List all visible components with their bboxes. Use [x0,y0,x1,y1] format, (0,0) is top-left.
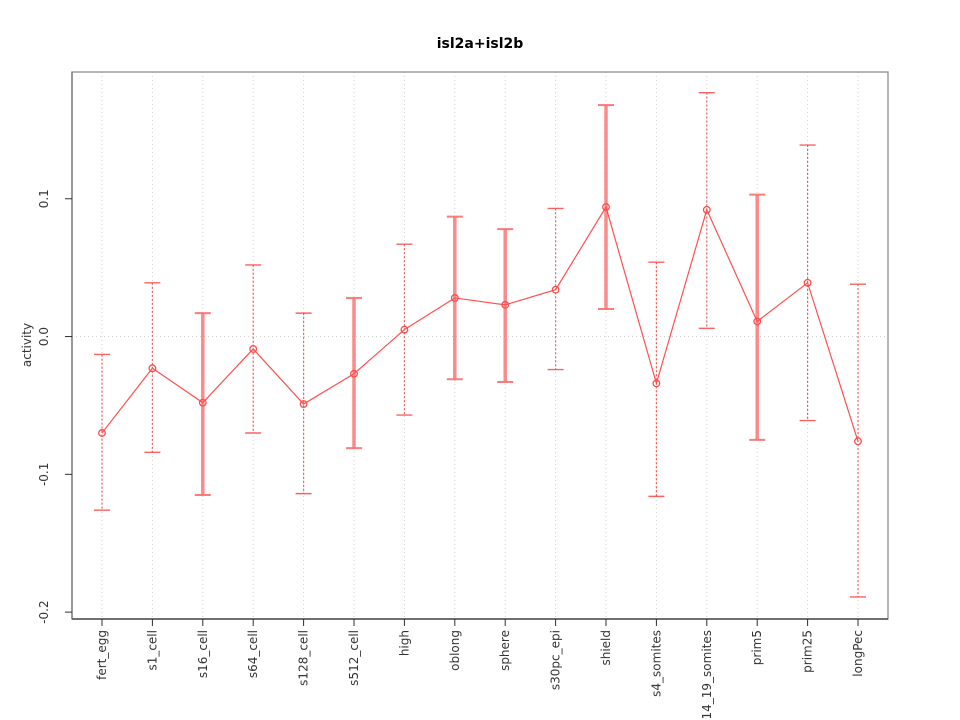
x-tick-label: prim5 [750,630,764,665]
y-tick-label: 0.0 [37,327,51,346]
x-tick-label: oblong [448,630,462,671]
data-point-marker [299,400,308,409]
x-tick-label: s14_19_somites [700,630,714,720]
data-point-marker [249,344,258,353]
x-tick-label: s64_cell [246,630,260,678]
x-tick-label: sphere [498,630,512,671]
data-point-marker [148,364,157,373]
data-point-marker [198,398,207,407]
data-point-marker [350,369,358,378]
data-point-marker [98,429,106,437]
x-tick-label: s16_cell [196,630,210,678]
x-tick-label: s512_cell [347,630,361,686]
plot-box [71,71,889,620]
data-point-marker [753,317,762,326]
x-tick-label: shield [599,630,613,666]
data-point-marker [501,300,510,309]
series-line [101,205,859,442]
y-tick-label: -0.2 [37,600,51,623]
chart-title: isl2a+isl2b [436,36,524,52]
x-tick-label: s4_somites [649,630,663,697]
x-tick-label: longPec [851,630,865,677]
data-point-marker [702,205,711,214]
data-point-marker [803,278,812,287]
x-tick-label: s30pc_epi [549,630,563,690]
x-tick-label: s128_cell [297,630,311,686]
x-tick-label: prim25 [801,630,815,673]
data-point-marker [602,203,610,211]
data-point-marker [400,325,409,334]
data-point-marker [551,285,560,294]
data-point-marker [450,294,459,302]
x-tick-label: high [397,630,411,656]
x-tick-label: s1_cell [145,630,159,671]
y-tick-label: -0.1 [37,463,51,486]
x-tick-label: fert_egg [95,630,109,680]
data-point-marker [854,437,862,446]
data-point-marker [652,379,661,388]
y-tick-label: 0.1 [37,189,51,208]
